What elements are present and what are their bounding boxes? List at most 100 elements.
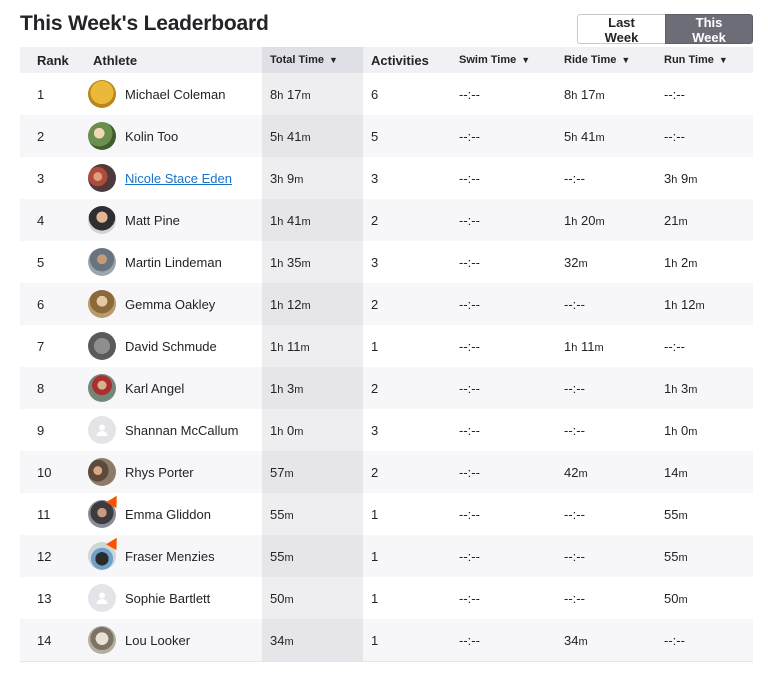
athlete-name[interactable]: Shannan McCallum [125, 422, 239, 438]
avatar[interactable] [88, 416, 116, 444]
swim-time-cell: --:-- [451, 283, 556, 325]
athlete-name[interactable]: Gemma Oakley [125, 296, 216, 312]
athlete-name[interactable]: Emma Gliddon [125, 506, 211, 522]
avatar[interactable] [88, 492, 122, 528]
avatar[interactable] [88, 164, 116, 192]
avatar-photo [88, 248, 116, 276]
table-row: 2 Kolin Too 5h 41m 5 --:-- 5h 41m --:-- [20, 115, 753, 157]
rank-cell: 5 [37, 254, 45, 270]
avatar[interactable] [88, 458, 116, 486]
swim-time-cell: --:-- [451, 199, 556, 241]
athlete-cell: Rhys Porter [85, 451, 262, 493]
swim-time-cell: --:-- [451, 115, 556, 157]
table-row: 7 David Schmude 1h 11m 1 --:-- 1h 11m --:-- [20, 325, 753, 367]
activities-cell: 5 [363, 115, 451, 157]
sort-down-icon: ▼ [329, 55, 338, 65]
swim-time-cell: --:-- [459, 86, 480, 102]
table-row: 12 Fraser Menzies 55m 1 --:-- --:-- 55m [20, 534, 753, 577]
athlete-name[interactable]: Nicole Stace Eden [125, 170, 232, 186]
athlete-name[interactable]: Fraser Menzies [125, 548, 215, 564]
athlete-name[interactable]: Sophie Bartlett [125, 590, 211, 606]
rank-cell: 6 [20, 283, 85, 325]
rank-cell: 2 [20, 115, 85, 157]
athlete-name[interactable]: Karl Angel [125, 380, 185, 396]
athlete-cell: Sophie Bartlett [85, 577, 262, 619]
athlete-name[interactable]: Martin Lindeman [125, 254, 222, 270]
avatar[interactable] [88, 374, 116, 402]
rank-cell: 9 [37, 422, 45, 438]
run-time-cell: 1h 12m [656, 283, 753, 325]
athlete-cell: Fraser Menzies [85, 534, 262, 577]
avatar[interactable] [88, 248, 116, 276]
rank-cell: 14 [20, 619, 85, 662]
ride-time-cell: --:-- [564, 590, 585, 606]
avatar[interactable] [88, 122, 116, 150]
activities-header[interactable]: Activities [363, 47, 451, 73]
table-row: 6 Gemma Oakley 1h 12m 2 --:-- --:-- 1h 12m [20, 283, 753, 325]
ride-time-cell: 32m [564, 254, 588, 270]
ride-time-cell: --:-- [564, 170, 585, 186]
avatar-photo [88, 164, 116, 192]
activities-cell: 1 [363, 619, 451, 662]
table-row: 13 Sophie Bartlett 50m 1 --:-- --:-- 50m [20, 577, 753, 619]
run-time-cell: 55m [656, 535, 753, 577]
rank-cell: 11 [37, 506, 51, 522]
table-row: 10 Rhys Porter 57m 2 --:-- 42m 14m [20, 451, 753, 493]
avatar-photo [88, 290, 116, 318]
avatar-photo [88, 542, 116, 570]
total-time-cell: 3h 9m [262, 157, 363, 199]
avatar-photo [88, 80, 116, 108]
ride-time-cell: --:-- [556, 367, 656, 409]
ride-time-header[interactable]: Ride Time ▼ [556, 47, 656, 73]
athlete-name[interactable]: Matt Pine [125, 212, 180, 228]
ride-time-cell: --:-- [556, 283, 656, 325]
athlete-name[interactable]: David Schmude [125, 338, 217, 354]
activities-cell: 1 [371, 590, 379, 606]
activities-cell: 1 [363, 535, 451, 577]
run-time-cell: 55m [664, 506, 688, 522]
week-toggle: Last Week This Week [577, 14, 753, 45]
rank-cell: 8 [20, 367, 85, 409]
table-row: 1 Michael Coleman 8h 17m 6 --:-- 8h 17m --:-- [20, 73, 753, 115]
table-row: 8 Karl Angel 1h 3m 2 --:-- --:-- 1h 3m [20, 367, 753, 409]
avatar[interactable] [88, 584, 116, 612]
avatar-photo [88, 332, 116, 360]
total-time-cell: 1h 35m [262, 241, 363, 283]
total-time-cell: 57m [262, 451, 363, 493]
athlete-cell: Martin Lindeman [85, 241, 262, 283]
activities-cell: 6 [371, 86, 379, 102]
sort-down-icon: ▼ [521, 55, 531, 65]
total-time-cell: 1h 11m [262, 325, 363, 367]
total-time-header[interactable]: Total Time ▼ [262, 47, 363, 73]
table-row: 9 Shannan McCallum 1h 0m 3 --:-- --:-- 1h 0m [20, 409, 753, 451]
rank-header[interactable]: Rank [20, 47, 85, 73]
swim-time-cell: --:-- [459, 338, 480, 354]
swim-time-cell: --:-- [459, 422, 480, 438]
page-title: This Week's Leaderboard [20, 12, 269, 35]
athlete-name[interactable]: Kolin Too [125, 128, 179, 144]
last-week-button[interactable]: Last Week [577, 14, 665, 45]
avatar[interactable] [88, 290, 116, 318]
athlete-cell: David Schmude [85, 325, 262, 367]
avatar[interactable] [88, 80, 116, 108]
athlete-header[interactable]: Athlete [85, 47, 262, 73]
athlete-cell: Emma Gliddon [85, 492, 262, 535]
avatar[interactable] [88, 332, 116, 360]
run-time-header[interactable]: Run Time ▼ [656, 47, 753, 73]
swim-time-cell: --:-- [459, 506, 480, 522]
avatar[interactable] [88, 534, 122, 570]
athlete-name[interactable]: Lou Looker [125, 632, 191, 648]
swim-time-header[interactable]: Swim Time ▼ [451, 47, 556, 73]
this-week-button[interactable]: This Week [665, 14, 753, 45]
activities-cell: 2 [363, 199, 451, 241]
rank-cell: 4 [20, 199, 85, 241]
rank-cell: 3 [37, 170, 45, 186]
athlete-name[interactable]: Rhys Porter [125, 464, 194, 480]
avatar[interactable] [88, 626, 116, 654]
run-time-cell: 1h 3m [656, 367, 753, 409]
avatar[interactable] [88, 206, 116, 234]
athlete-name[interactable]: Michael Coleman [125, 86, 226, 102]
user-icon [88, 584, 116, 612]
table-row: 4 Matt Pine 1h 41m 2 --:-- 1h 20m 21m [20, 199, 753, 241]
avatar-photo [88, 122, 116, 150]
